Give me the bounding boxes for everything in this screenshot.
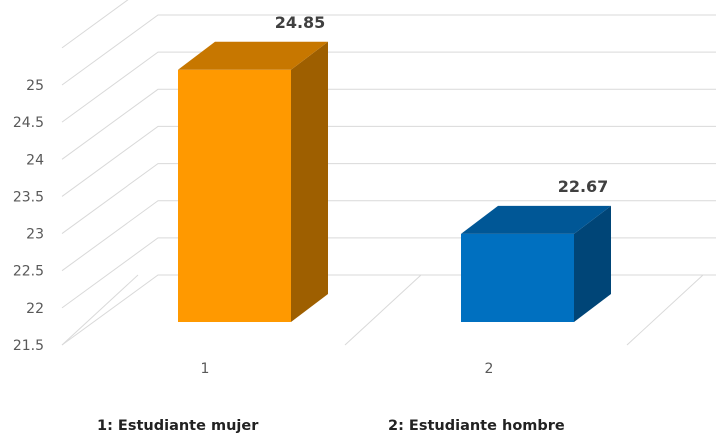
- gridline: [61, 88, 716, 160]
- x-tick-label: 1: [201, 361, 210, 377]
- floor-line: [61, 274, 139, 346]
- bar-front: [461, 233, 574, 322]
- bar-side: [291, 41, 328, 323]
- gridline: [61, 0, 129, 49]
- data-label: 24.85: [275, 13, 326, 32]
- y-tick-label: 25: [26, 78, 44, 94]
- data-labels: 24.85 22.67: [275, 13, 609, 196]
- gridline: [61, 125, 716, 197]
- y-tick-label: 24.5: [13, 115, 44, 131]
- bar-side: [574, 205, 611, 322]
- y-tick-label: 24: [26, 152, 44, 168]
- y-tick-label: 22: [26, 301, 44, 317]
- gridline: [61, 51, 716, 123]
- bar-top: [461, 205, 611, 234]
- gridlines: [61, 0, 716, 346]
- gridline: [61, 237, 716, 309]
- y-tick-label: 21.5: [13, 338, 44, 354]
- gridline: [61, 274, 716, 346]
- floor-line: [626, 274, 704, 346]
- bar-top: [178, 41, 328, 70]
- y-axis-ticks: 21.5 22 22.5 23 23.5 24 24.5 25: [13, 78, 44, 354]
- gridline: [61, 14, 716, 86]
- x-tick-label: 2: [485, 361, 494, 377]
- gridline: [61, 163, 716, 234]
- y-tick-label: 22.5: [13, 264, 44, 280]
- bar-front: [178, 69, 291, 323]
- legend-item-2: 2: Estudiante hombre: [388, 418, 565, 434]
- data-label: 22.67: [558, 177, 609, 196]
- bars: [178, 41, 611, 323]
- legend-item-1: 1: Estudiante mujer: [97, 418, 259, 434]
- floor-line: [344, 274, 422, 346]
- gridline: [61, 200, 716, 272]
- y-tick-label: 23: [26, 227, 44, 243]
- y-tick-label: 23.5: [13, 189, 44, 205]
